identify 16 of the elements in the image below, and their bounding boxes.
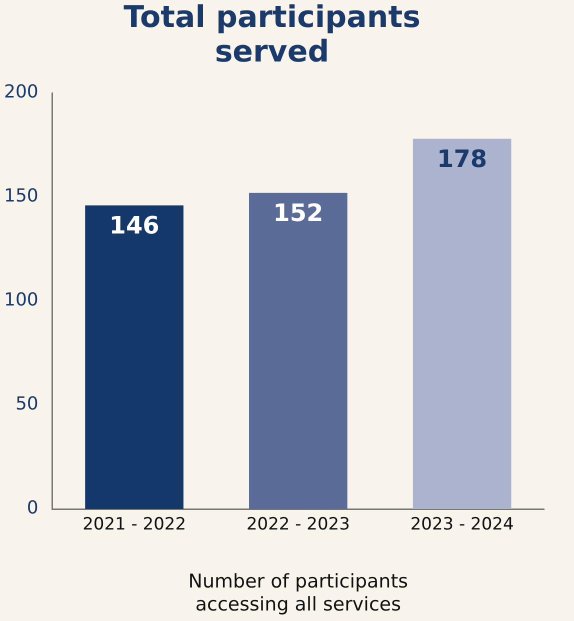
y-tick-label: 0 (26, 498, 38, 519)
y-tick-label: 50 (15, 394, 38, 415)
x-tick-label: 2021 - 2022 (82, 514, 186, 535)
data-label: 152 (273, 199, 324, 228)
data-label: 178 (437, 144, 488, 173)
y-tick-label: 150 (4, 186, 38, 207)
x-axis-title: Number of participants accessing all services (188, 570, 408, 616)
y-tick-label: 100 (4, 290, 38, 311)
chart-title: Total participants served (124, 0, 420, 70)
y-tick-label: 200 (4, 82, 38, 103)
bar (412, 138, 512, 509)
data-label: 146 (109, 212, 160, 240)
x-tick-label: 2023 - 2024 (410, 514, 514, 535)
x-tick-label: 2022 - 2023 (246, 514, 350, 535)
bar (249, 192, 348, 509)
bar (85, 205, 184, 509)
